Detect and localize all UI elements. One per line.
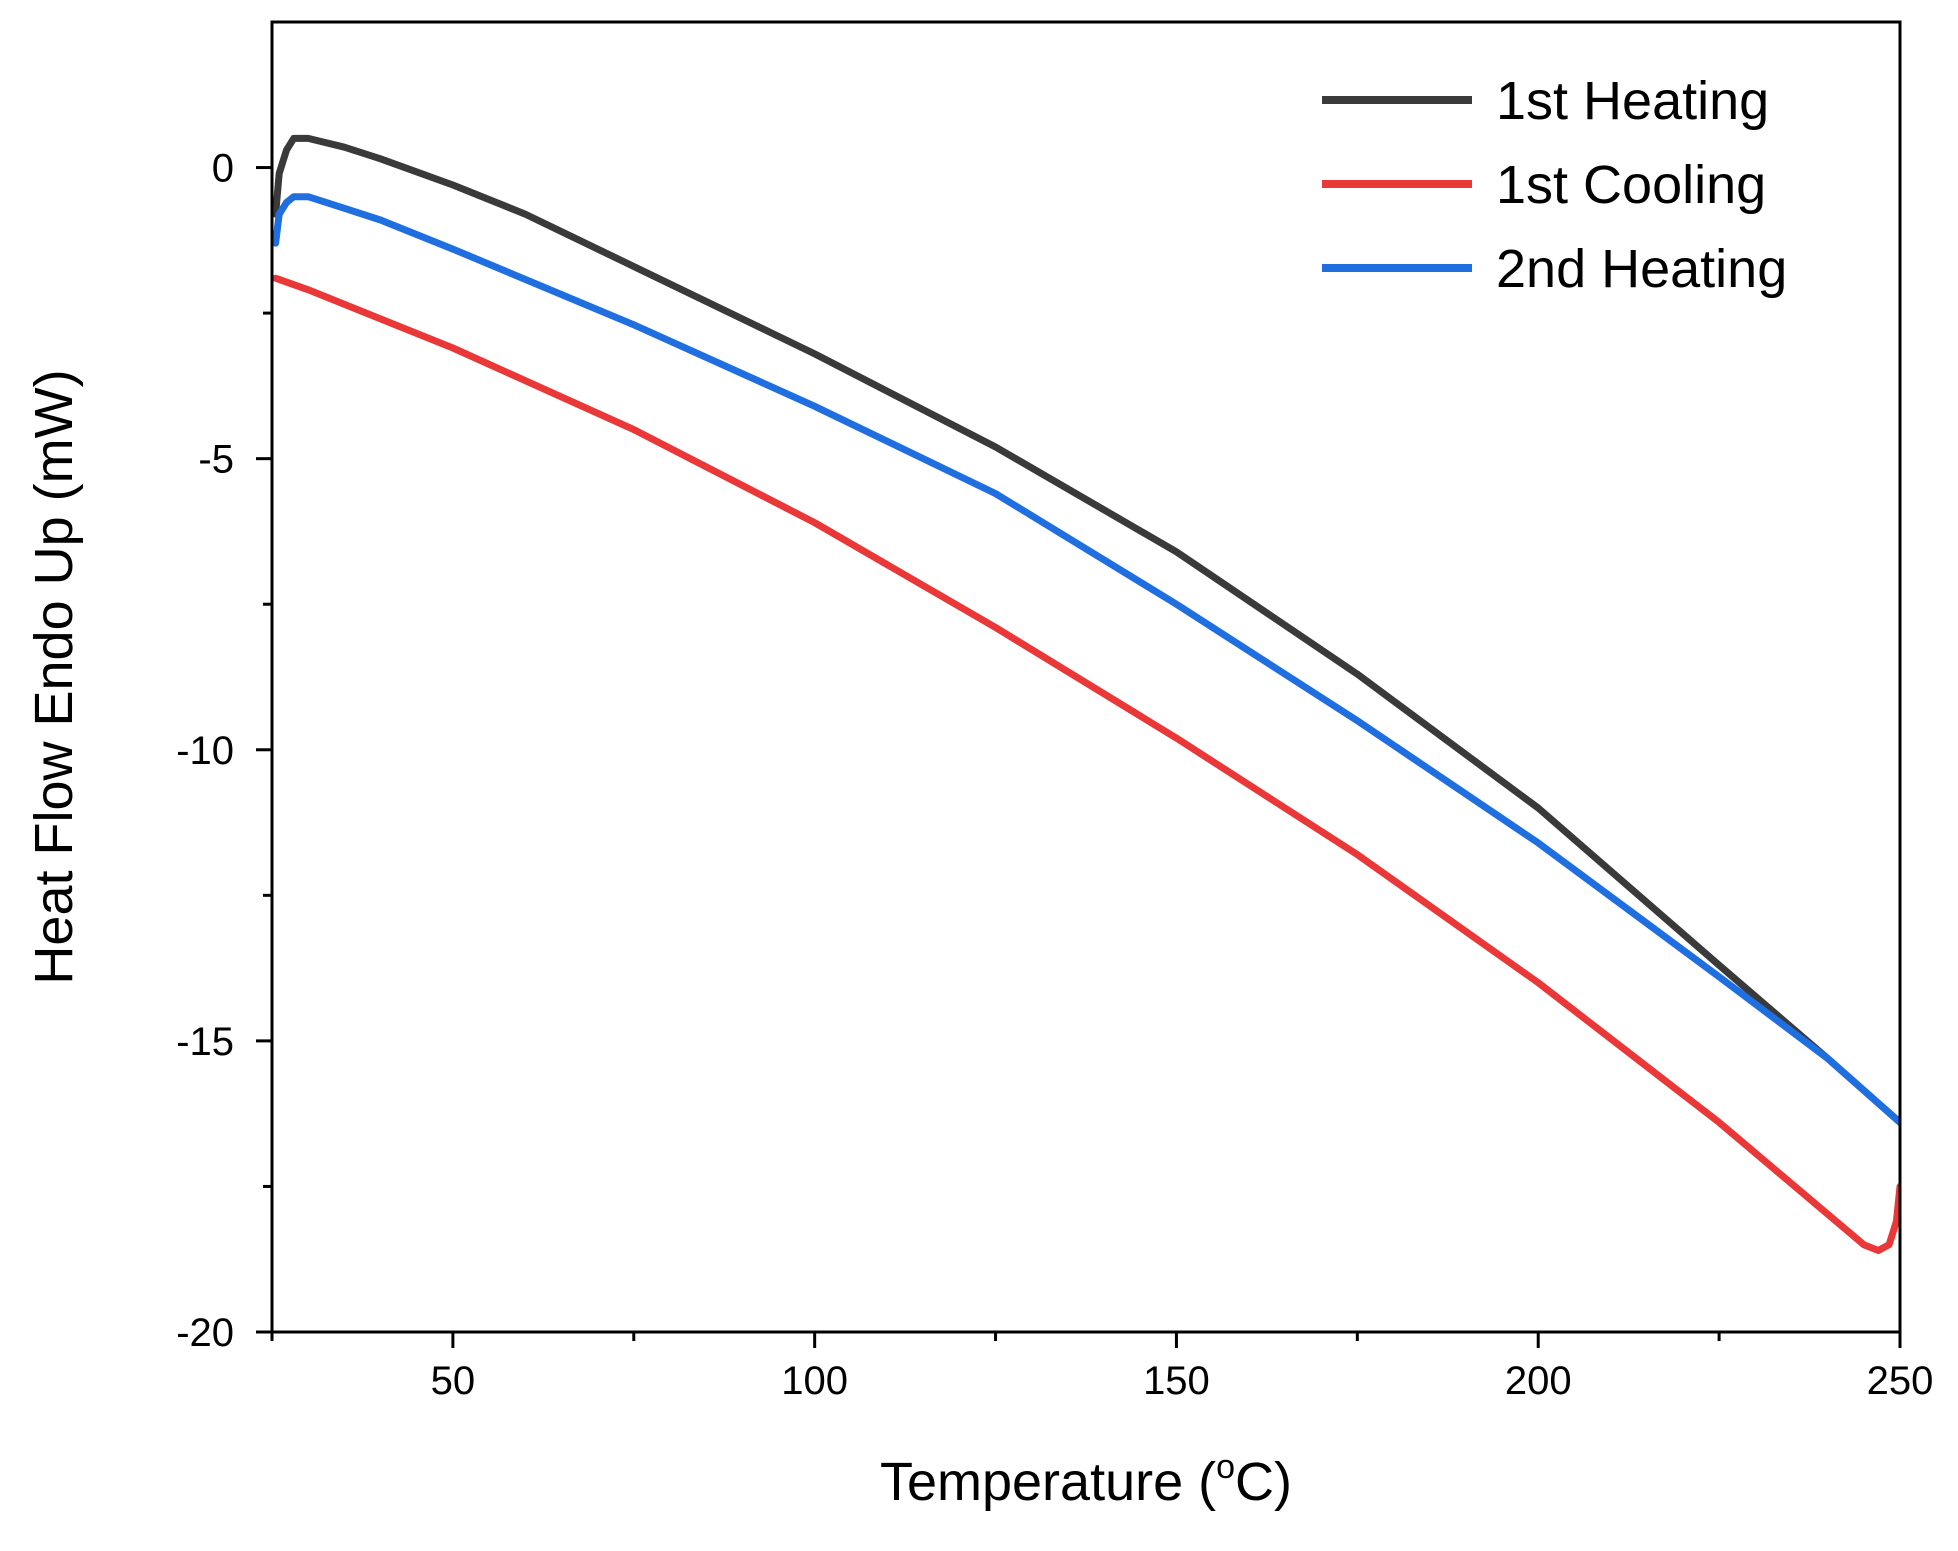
x-axis-title-end: C) — [1235, 1452, 1292, 1512]
legend-label-3: 2nd Heating — [1496, 239, 1787, 299]
x-tick-label: 50 — [431, 1359, 476, 1403]
y-tick-label: -5 — [198, 438, 234, 482]
series-line-2 — [272, 274, 1900, 1254]
x-tick-label: 200 — [1505, 1359, 1572, 1403]
x-axis-title-superscript: o — [1216, 1448, 1235, 1486]
series-line-1 — [272, 134, 1900, 1126]
x-axis-ticks: 50 100 150 200 250 — [270, 1332, 1934, 1403]
plot-lines-group — [272, 134, 1900, 1254]
y-axis-ticks: 0 -5 -10 -15 -20 — [176, 147, 272, 1355]
x-tick-label: 100 — [781, 1359, 848, 1403]
x-tick-label: 150 — [1143, 1359, 1210, 1403]
y-axis-title: Heat Flow Endo Up (mW) — [24, 369, 84, 984]
x-axis-title-main: Temperature ( — [880, 1452, 1216, 1512]
legend: 1st Heating 1st Cooling 2nd Heating — [1322, 71, 1787, 299]
legend-label-1: 1st Heating — [1496, 71, 1769, 131]
series-line-3 — [272, 193, 1900, 1126]
x-tick-label: 250 — [1867, 1359, 1934, 1403]
y-tick-label: 0 — [212, 147, 234, 191]
legend-label-2: 1st Cooling — [1496, 155, 1766, 215]
x-axis-title: Temperature (oC) — [880, 1448, 1292, 1512]
y-tick-label: -10 — [176, 729, 234, 773]
y-tick-label: -20 — [176, 1311, 234, 1355]
plot-frame — [270, 20, 1902, 1334]
y-tick-label: -15 — [176, 1020, 234, 1064]
